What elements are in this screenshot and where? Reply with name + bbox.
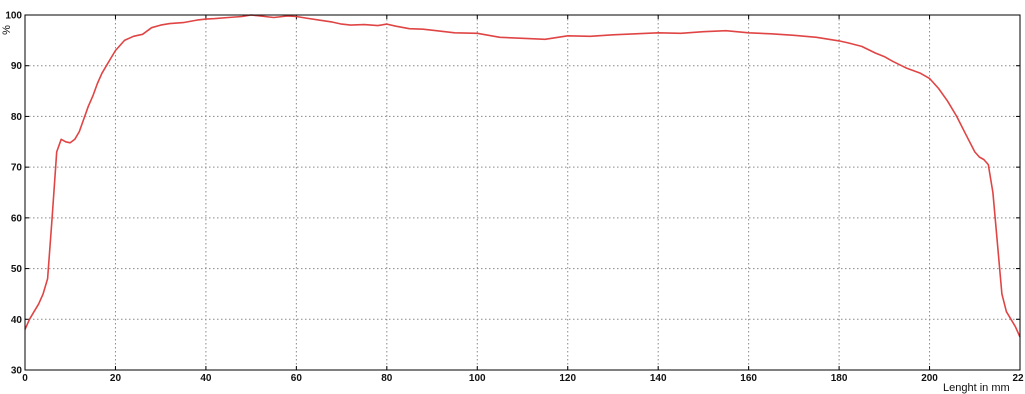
y-tick-label: 90 — [11, 61, 23, 72]
grid — [25, 15, 1020, 370]
y-tick-label: 60 — [11, 213, 23, 224]
x-axis-label: Lenght in mm — [943, 382, 1010, 394]
x-tick-label: 140 — [650, 373, 667, 384]
x-tick-label: 200 — [921, 373, 938, 384]
series-line — [24, 14, 1021, 338]
y-axis-label: % — [1, 25, 13, 35]
y-tick-label: 70 — [11, 163, 23, 174]
x-tick-label: 80 — [381, 373, 393, 384]
x-tick-label: 180 — [831, 373, 848, 384]
y-tick-label: 50 — [11, 264, 23, 275]
x-tick-label: 120 — [559, 373, 576, 384]
y-tick-label: 40 — [11, 315, 23, 326]
x-tick-label: 100 — [469, 373, 486, 384]
y-tick-label: 30 — [11, 366, 23, 377]
axis-ticks — [24, 14, 1021, 371]
x-tick-label: 60 — [291, 373, 303, 384]
x-tick-label: 22 — [1012, 373, 1024, 384]
series-layer — [24, 14, 1021, 338]
y-tick-label: 80 — [11, 112, 23, 123]
x-tick-label: 20 — [110, 373, 122, 384]
x-tick-label: 40 — [200, 373, 212, 384]
x-tick-label: 0 — [22, 373, 28, 384]
tick-labels: 0 20 40 60 80 100 120 140 160 180 200 22 30 40 50 60 70 8… — [5, 11, 1024, 385]
x-tick-label: 160 — [740, 373, 757, 384]
plot-frame — [24, 14, 1021, 371]
y-tick-label: 100 — [5, 11, 22, 22]
